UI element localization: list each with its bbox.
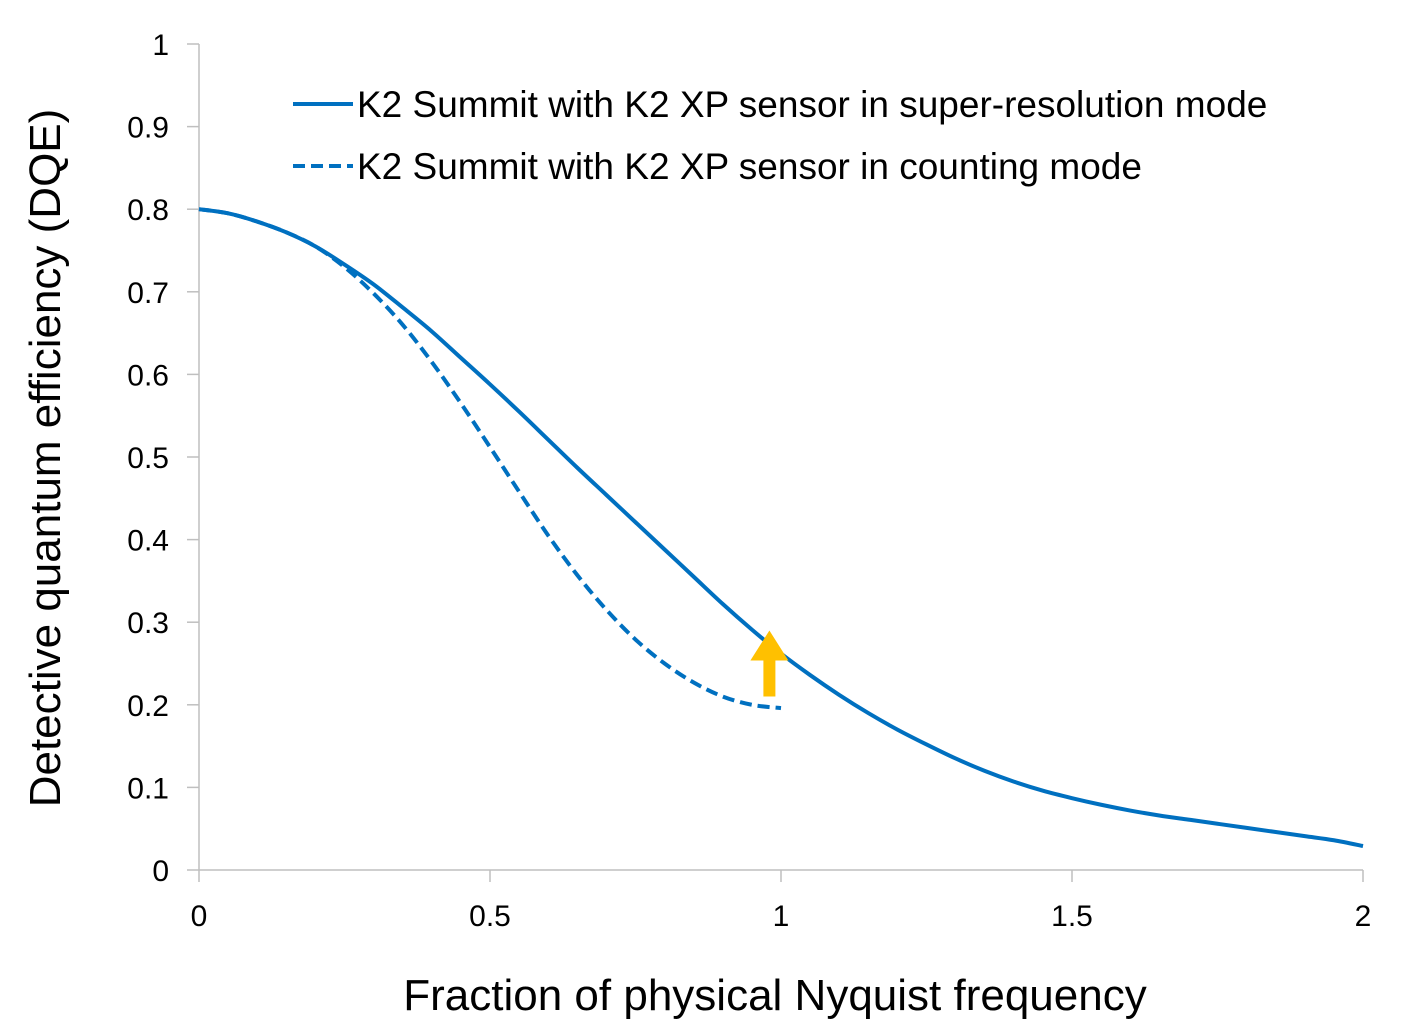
y-tick-label: 0.9 <box>127 112 169 145</box>
series-line-super-resolution <box>198 207 1364 849</box>
y-tick-label: 0.6 <box>127 359 169 392</box>
x-tick-label: 0.5 <box>469 900 511 933</box>
y-tick-label: 0.2 <box>127 690 169 723</box>
x-tick-label: 1.5 <box>1051 900 1093 933</box>
chart-axes: 0 0.1 0.2 0.3 0.4 0.5 0.6 0.7 0.8 0.9 1 0 0.5 1 1.5 2 <box>127 29 1371 933</box>
x-tick-label: 1 <box>773 900 790 933</box>
arrow-up-icon <box>750 630 789 697</box>
y-tick-label: 0.8 <box>127 194 169 227</box>
y-tick-label: 0.1 <box>127 772 169 805</box>
legend-entry-label: K2 Summit with K2 XP sensor in super-res… <box>357 84 1267 125</box>
x-tick-label: 0 <box>191 900 208 933</box>
chart-annotations <box>750 630 789 697</box>
chart-legend: K2 Summit with K2 XP sensor in super-res… <box>293 84 1267 187</box>
legend-entry-label: K2 Summit with K2 XP sensor in counting … <box>357 146 1142 187</box>
y-tick-label: 0.3 <box>127 607 169 640</box>
y-tick-label: 0.5 <box>127 442 169 475</box>
y-tick-label: 0.7 <box>127 277 169 310</box>
y-tick-label: 0 <box>152 855 169 888</box>
x-tick-label: 2 <box>1355 900 1372 933</box>
y-axis-title: Detective quantum efficiency (DQE) <box>21 109 70 808</box>
y-tick-label: 1 <box>152 29 169 62</box>
series-line-counting <box>198 207 782 711</box>
y-tick-label: 0.4 <box>127 525 169 558</box>
x-axis-title: Fraction of physical Nyquist frequency <box>403 971 1146 1020</box>
chart-series <box>198 207 1364 849</box>
